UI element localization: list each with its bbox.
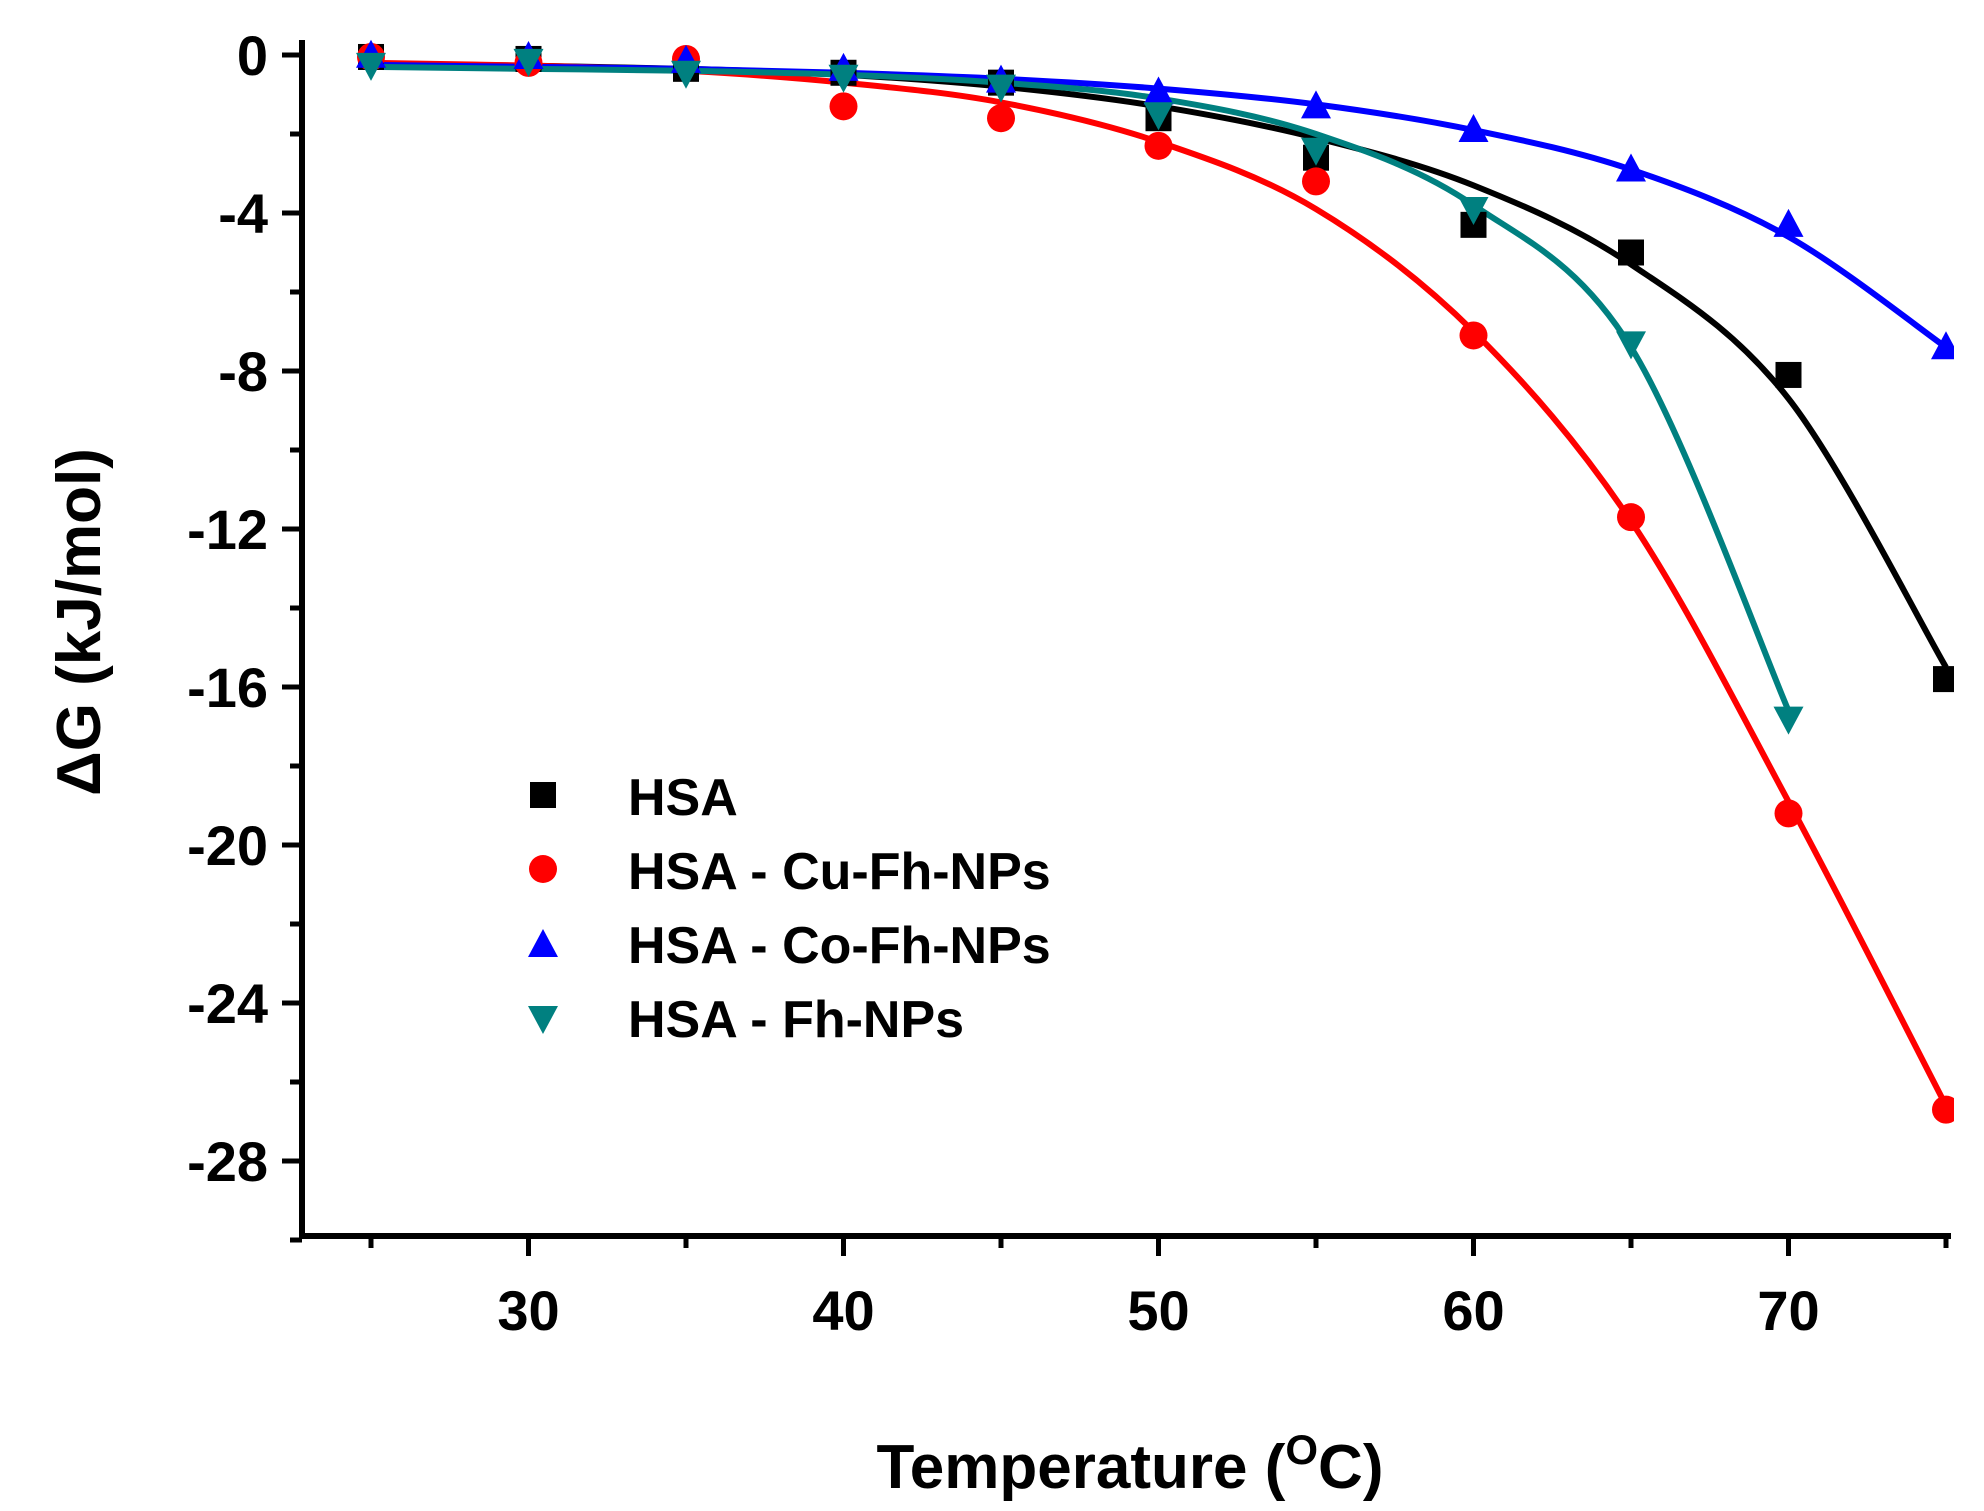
legend: HSA HSA - Cu-Fh-NPs HSA - Co-Fh-NPs HSA …: [528, 769, 1051, 1049]
x-tick-label: 30: [497, 1279, 559, 1342]
data-point-hsa-cu-fh-nps: [987, 104, 1015, 133]
y-tick-label: -12: [187, 498, 268, 561]
data-point-hsa: [1618, 239, 1644, 266]
legend-label-hsa-co-fh-nps: HSA - Co-Fh-NPs: [628, 917, 1051, 975]
legend-label-hsa: HSA: [628, 769, 738, 827]
legend-item-hsa-co-fh-nps: HSA - Co-Fh-NPs: [528, 917, 1051, 975]
x-tick-label: 40: [812, 1279, 874, 1342]
data-point-hsa-fh-nps: [986, 74, 1016, 103]
data-markers: [356, 39, 1954, 1124]
y-tick-label: -4: [218, 182, 268, 245]
y-tick-label: -20: [187, 814, 268, 877]
y-tick-label: -16: [187, 656, 268, 719]
y-tick-label: 0: [237, 24, 268, 87]
data-point-hsa-cu-fh-nps: [1774, 799, 1803, 828]
data-point-hsa-fh-nps: [1301, 137, 1331, 166]
legend-marker-hsa-cu-fh-nps: [529, 855, 557, 883]
data-point-hsa: [1933, 666, 1954, 693]
data-point-hsa-fh-nps: [671, 60, 701, 89]
y-axis-title: ΔG (kJ/mol): [45, 448, 114, 796]
data-point-hsa-co-fh-nps: [1301, 90, 1331, 119]
data-point-hsa-co-fh-nps: [1143, 76, 1174, 105]
axis-ticks: [282, 52, 1949, 1256]
y-tick-label: -24: [187, 972, 268, 1035]
data-point-hsa-cu-fh-nps: [1459, 321, 1488, 350]
y-tick-label: -28: [187, 1130, 268, 1193]
y-tick-label: -8: [218, 340, 268, 403]
x-tick-label: 50: [1127, 1279, 1189, 1342]
legend-marker-hsa-co-fh-nps: [528, 929, 558, 957]
data-point-hsa-fh-nps: [1773, 706, 1804, 735]
legend-item-hsa-fh-nps: HSA - Fh-NPs: [528, 991, 964, 1049]
data-point-hsa-fh-nps: [1458, 197, 1489, 226]
fit-curve-hsa-cu-fh-nps: [370, 59, 1949, 1108]
data-point-hsa-co-fh-nps: [1616, 153, 1646, 182]
data-point-hsa-cu-fh-nps: [1617, 503, 1645, 532]
data-point-hsa-fh-nps: [1616, 331, 1646, 360]
legend-marker-hsa: [530, 782, 556, 808]
legend-label-hsa-fh-nps: HSA - Fh-NPs: [628, 991, 964, 1049]
data-point-hsa-cu-fh-nps: [1932, 1095, 1954, 1124]
data-point-hsa: [1775, 361, 1802, 388]
x-axis-title: Temperature (OC): [877, 1426, 1384, 1502]
data-point-hsa-co-fh-nps: [1773, 208, 1804, 237]
legend-label-hsa-cu-fh-nps: HSA - Cu-Fh-NPs: [628, 843, 1051, 901]
data-point-hsa-co-fh-nps: [1931, 331, 1954, 360]
data-point-hsa-cu-fh-nps: [1302, 167, 1330, 196]
fit-curve-hsa-fh-nps: [370, 63, 1792, 712]
data-point-hsa-cu-fh-nps: [1144, 131, 1173, 160]
legend-item-hsa-cu-fh-nps: HSA - Cu-Fh-NPs: [529, 843, 1051, 901]
x-tick-label: 60: [1442, 1279, 1504, 1342]
data-point-hsa-fh-nps: [513, 48, 544, 77]
legend-item-hsa: HSA: [530, 769, 738, 827]
fit-curves: [370, 59, 1949, 1108]
data-point-hsa-cu-fh-nps: [829, 92, 858, 121]
data-point-hsa-fh-nps: [1143, 102, 1174, 131]
x-tick-label: 70: [1757, 1279, 1819, 1342]
legend-marker-hsa-fh-nps: [528, 1006, 558, 1034]
tick-labels: 30 40 50 60 70 0 -4 -8 -12 -16 -20 -24 -28: [187, 24, 1820, 1342]
data-point-hsa-co-fh-nps: [1458, 114, 1489, 143]
data-point-hsa-fh-nps: [356, 52, 386, 81]
data-point-hsa-fh-nps: [828, 64, 859, 93]
